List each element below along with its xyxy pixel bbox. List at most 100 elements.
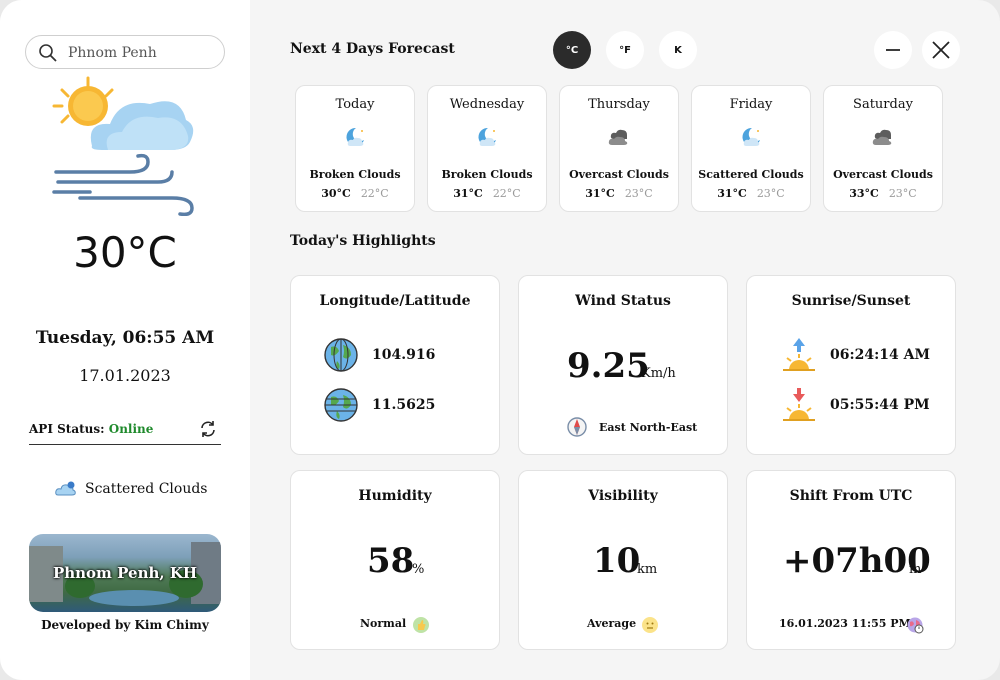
forecast-high: 33°C — [849, 187, 879, 200]
search-box[interactable] — [25, 35, 225, 69]
wind-speed-value: 9.25 — [567, 346, 650, 386]
api-status-bar: API Status: Online — [29, 420, 221, 445]
city-image-tree — [65, 574, 95, 598]
city-image-tree — [169, 570, 203, 598]
card-title: Longitude/Latitude — [319, 293, 471, 309]
visibility-unit: km — [637, 562, 658, 577]
current-date: 17.01.2023 — [79, 366, 171, 385]
utc-local-time: 16.01.2023 11:55 PM — [779, 617, 911, 630]
unit-celsius-button[interactable]: °C — [553, 31, 591, 69]
current-condition: Scattered Clouds — [55, 478, 208, 500]
unit-fahrenheit-button[interactable]: °F — [606, 31, 644, 69]
forecast-day: Today — [335, 97, 375, 112]
forecast-low: 23°C — [756, 187, 785, 200]
forecast-day: Saturday — [853, 97, 913, 112]
highlights-title: Today's Highlights — [290, 233, 436, 249]
minimize-icon — [886, 49, 900, 51]
card-title: Visibility — [588, 488, 658, 504]
forecast-desc: Scattered Clouds — [698, 168, 804, 181]
moon-cloud-icon — [346, 127, 364, 146]
forecast-desc: Broken Clouds — [441, 168, 533, 181]
search-input[interactable] — [68, 42, 218, 64]
forecast-temps: 33°C 23°C — [824, 187, 942, 200]
forecast-card: Today Broken Clouds 30°C 22°C — [295, 85, 415, 212]
forecast-card: Wednesday Broken Clouds 31°C 22°C — [427, 85, 547, 212]
forecast-low: 23°C — [888, 187, 917, 200]
sun-card: Sunrise/Sunset 06:24:14 AM 05:55:44 PM — [746, 275, 956, 455]
minimize-button[interactable] — [874, 31, 912, 69]
wind-speed-unit: Km/h — [641, 366, 676, 381]
thumbs-up-icon — [413, 617, 429, 633]
forecast-card: Thursday Overcast Clouds 31°C 23°C — [559, 85, 679, 212]
humidity-status: Normal — [360, 617, 407, 630]
latitude-value: 11.5625 — [372, 397, 436, 413]
card-title: Shift From UTC — [789, 488, 913, 504]
moon-cloud-icon — [742, 127, 760, 146]
longlat-card: Longitude/Latitude 104.916 11.5625 — [290, 275, 500, 455]
utc-offset-unit: m — [909, 562, 922, 577]
neutral-face-icon — [642, 617, 658, 633]
forecast-temps: 30°C 22°C — [296, 187, 414, 200]
current-condition-label: Scattered Clouds — [85, 481, 208, 497]
world-clock-icon — [907, 617, 924, 634]
api-status-value: Online — [108, 422, 154, 436]
overcast-clouds-icon — [872, 129, 892, 145]
forecast-low: 22°C — [492, 187, 521, 200]
humidity-card: Humidity 58 % Normal — [290, 470, 500, 650]
forecast-title: Next 4 Days Forecast — [290, 41, 455, 57]
forecast-desc: Overcast Clouds — [833, 168, 933, 181]
forecast-temps: 31°C 22°C — [428, 187, 546, 200]
overcast-clouds-icon — [608, 129, 628, 145]
sunset-time: 05:55:44 PM — [830, 397, 930, 413]
unit-kelvin-button[interactable]: K — [659, 31, 697, 69]
humidity-unit: % — [412, 562, 425, 577]
globe-latitude-icon — [324, 388, 358, 422]
search-icon[interactable] — [38, 43, 58, 63]
forecast-day: Thursday — [588, 97, 650, 112]
globe-meridians-icon — [324, 338, 358, 372]
card-title: Sunrise/Sunset — [791, 293, 911, 309]
forecast-card: Friday Scattered Clouds 31°C 23°C — [691, 85, 811, 212]
forecast-temps: 31°C 23°C — [692, 187, 810, 200]
close-button[interactable] — [922, 31, 960, 69]
forecast-high: 31°C — [453, 187, 483, 200]
partly-cloudy-windy-icon — [52, 76, 194, 216]
visibility-status: Average — [587, 617, 637, 630]
compass-icon — [567, 417, 587, 437]
city-name: Phnom Penh, KH — [52, 564, 198, 582]
scattered-clouds-icon — [55, 481, 76, 496]
current-day-time: Tuesday, 06:55 AM — [35, 328, 215, 348]
forecast-high: 31°C — [585, 187, 615, 200]
forecast-day: Friday — [729, 97, 773, 112]
card-title: Humidity — [358, 488, 432, 504]
forecast-temps: 31°C 23°C — [560, 187, 678, 200]
close-icon — [932, 41, 950, 59]
current-temperature: 30°C — [73, 228, 177, 277]
utc-card: Shift From UTC +07h00 m 16.01.2023 11:55… — [746, 470, 956, 650]
visibility-value: 10 — [593, 541, 641, 581]
forecast-low: 23°C — [624, 187, 653, 200]
city-image-card: Phnom Penh, KH — [29, 534, 221, 612]
forecast-card: Saturday Overcast Clouds 33°C 23°C — [823, 85, 943, 212]
utc-offset-value: +07h00 — [783, 541, 931, 581]
api-status-text: API Status: Online — [29, 422, 153, 436]
refresh-icon[interactable] — [199, 420, 217, 438]
forecast-day: Wednesday — [449, 97, 525, 112]
sunrise-time: 06:24:14 AM — [830, 347, 931, 363]
sidebar: 30°C Tuesday, 06:55 AM 17.01.2023 API St… — [0, 0, 250, 680]
card-title: Wind Status — [575, 293, 671, 309]
developer-credit: Developed by Kim Chimy — [41, 618, 209, 632]
city-image-building — [29, 546, 63, 602]
visibility-card: Visibility 10 km Average — [518, 470, 728, 650]
sunset-icon — [783, 388, 815, 421]
forecast-low: 22°C — [360, 187, 389, 200]
forecast-high: 30°C — [321, 187, 351, 200]
api-status-label: API Status: — [29, 422, 105, 436]
moon-cloud-icon — [478, 127, 496, 146]
wind-direction: East North-East — [599, 421, 698, 434]
city-image-river — [89, 590, 179, 606]
forecast-desc: Broken Clouds — [309, 168, 401, 181]
forecast-high: 31°C — [717, 187, 747, 200]
sunrise-icon — [783, 338, 815, 371]
